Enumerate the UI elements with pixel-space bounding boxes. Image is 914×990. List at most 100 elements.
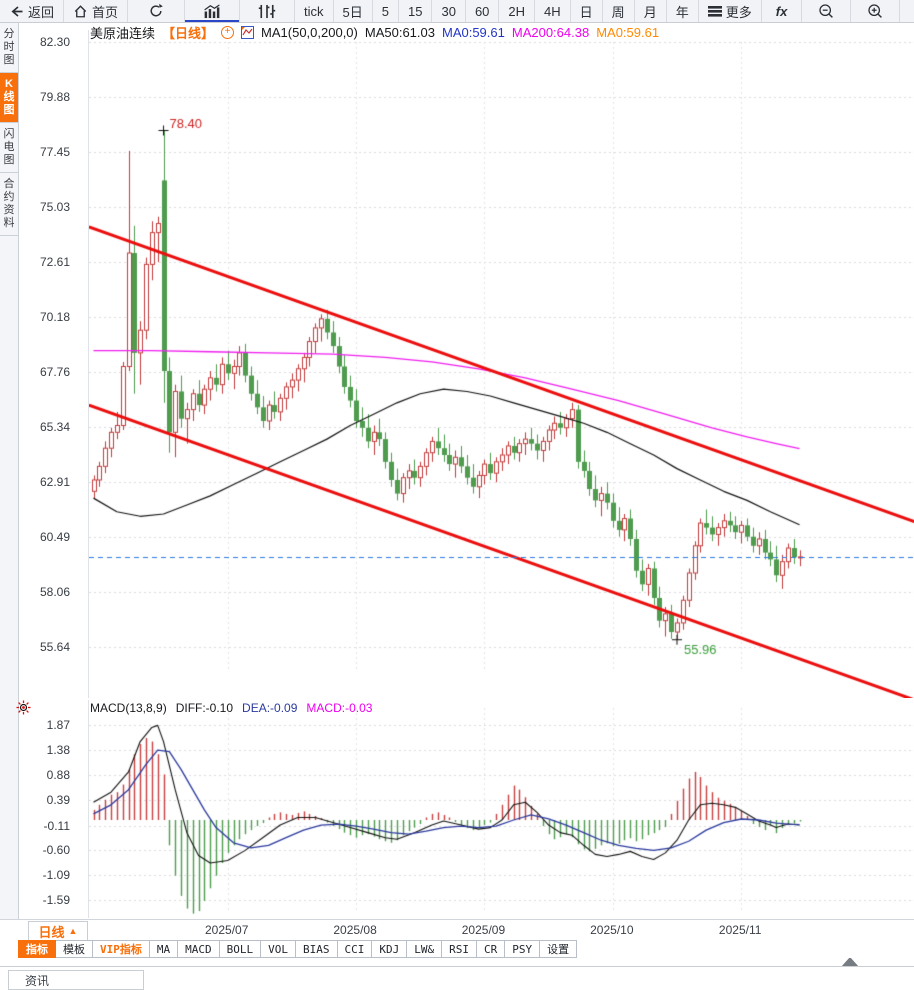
price-tick-label: 72.61 [39,254,70,269]
period-label: 30 [441,3,456,19]
macd-title: MACD(13,8,9) [90,701,167,715]
period-label: 日 [579,4,593,20]
price-tick-label: 67.76 [39,364,70,379]
period-60-button[interactable]: 60 [466,0,500,22]
period-5-button[interactable]: 5 [373,0,399,22]
zoom-out-button[interactable] [802,0,852,22]
macd-chart-canvas[interactable] [88,700,914,918]
price-tick-label: 75.03 [39,199,70,214]
tab-vol[interactable]: VOL [261,940,296,958]
price-tick-label: 82.30 [39,35,70,49]
line-chart-type-button[interactable] [185,0,241,22]
sidebar-tab-kline[interactable]: K线图 [0,73,18,123]
period-4h-button[interactable]: 4H [535,0,571,22]
symbol-name: 美原油连续 [90,26,156,41]
home-button[interactable]: 首页 [64,0,129,22]
macd-tick-label: -1.59 [42,893,70,908]
period-30-button[interactable]: 30 [432,0,466,22]
tab-psy[interactable]: PSY [505,940,541,958]
tab-ma[interactable]: MA [149,940,179,958]
macd-diff-value: DIFF:-0.10 [175,701,234,715]
formula-button[interactable]: fx [762,0,803,22]
fx-icon: fx [775,3,788,19]
news-tab[interactable]: 资讯 [8,970,144,990]
tab-bias[interactable]: BIAS [296,940,338,958]
tab-cci[interactable]: CCI [337,940,373,958]
tab-indicator[interactable]: 指标 [18,940,56,958]
price-tick-label: 77.45 [39,145,70,160]
indicator-settings-icon[interactable] [16,700,31,715]
price-tick-label: 60.49 [39,529,70,544]
sidebar-tab-contract-info[interactable]: 合约资料 [0,173,18,236]
price-tick-label: 62.91 [39,475,70,490]
chart-type-sidebar: 分时图 K线图 闪电图 合约资料 [0,23,19,940]
date-tick-label: 2025/09 [461,923,506,937]
chart-header: 美原油连续 【日线】 + MA1(50,0,200,0) MA50:61.03 … [90,25,659,41]
date-tick-label: 2025/08 [333,923,377,937]
tab-cr[interactable]: CR [477,940,506,958]
more-button[interactable]: 更多 [699,0,762,22]
expand-icon[interactable]: + [221,26,235,39]
menu-icon [707,6,722,17]
watermark-triangle [841,957,859,967]
indicator-chart-icon [241,26,255,39]
period-day-button[interactable]: 日 [571,0,603,22]
period-label: 月 [643,4,657,20]
price-tick-label: 70.18 [39,310,70,325]
dropdown-arrow-icon: ▲ [68,925,78,936]
period-selector-label: 日线 [38,924,65,940]
draw-button[interactable] [900,0,914,22]
macd-tick-label: -0.60 [42,843,70,858]
tab-settings[interactable]: 设置 [540,940,578,958]
sidebar-tab-timeshare[interactable]: 分时图 [0,23,18,73]
macd-tick-label: 0.39 [46,793,70,808]
price-tick-label: 58.06 [39,585,70,600]
period-month-button[interactable]: 月 [635,0,667,22]
period-label: 年 [675,4,689,20]
tab-vip-indicator[interactable]: VIP指标 [93,940,150,958]
main-price-chart-canvas[interactable] [88,30,914,698]
price-tick-label: 79.88 [39,89,70,104]
home-label: 首页 [92,4,119,20]
back-label: 返回 [28,4,55,20]
period-2h-button[interactable]: 2H [499,0,536,22]
tab-template[interactable]: 模板 [56,940,93,958]
tab-lw[interactable]: LW& [407,940,443,958]
time-axis-row: 日线 ▲ 2025/07 2025/08 2025/09 2025/10 2025/11 [0,919,914,941]
macd-tick-label: 1.87 [46,718,70,733]
period-label: 周 [611,4,625,20]
period-tick-button[interactable]: tick [295,0,334,22]
period-week-button[interactable]: 周 [603,0,635,22]
period-15-button[interactable]: 15 [399,0,433,22]
back-button[interactable]: 返回 [0,0,65,22]
period-label: 15 [408,3,423,19]
period-tag[interactable]: 【日线】 [162,26,215,41]
indicator-toolbar: 指标 模板 VIP指标 MA MACD BOLL VOL BIAS CCI KD… [0,940,914,958]
zoom-in-button[interactable] [851,0,901,22]
tab-rsi[interactable]: RSI [442,940,477,958]
sidebar-tab-lightning[interactable]: 闪电图 [0,123,18,173]
five-day-label: 5日 [342,4,363,20]
top-toolbar: 返回 首页 tick 5日 5 15 30 60 2H 4H 日 周 月 年 更… [0,0,914,23]
ma200-value: MA200:64.38 [511,25,590,40]
date-tick-label: 2025/07 [205,923,249,937]
price-tick-label: 65.34 [39,419,70,434]
candle-chart-type-button[interactable] [240,0,296,22]
tab-kdj[interactable]: KDJ [372,940,408,958]
period-5day-button[interactable]: 5日 [334,0,373,22]
macd-tick-label: -0.11 [43,818,70,833]
tab-boll[interactable]: BOLL [219,940,262,958]
bottom-status-bar: 资讯 [0,966,914,990]
back-arrow-icon [11,5,23,17]
candle-chart-icon [258,4,276,18]
period-selector-button[interactable]: 日线 ▲ [28,921,88,941]
period-label: 4H [544,3,561,19]
tab-macd[interactable]: MACD [178,940,220,958]
period-year-button[interactable]: 年 [667,0,699,22]
refresh-button[interactable] [128,0,186,22]
ma0-blue-value: MA0:59.61 [441,25,505,40]
line-chart-icon [204,3,220,18]
price-tick-label: 55.64 [39,639,70,654]
period-label: 2H [508,3,526,19]
macd-macd-value: MACD:-0.03 [306,701,373,715]
